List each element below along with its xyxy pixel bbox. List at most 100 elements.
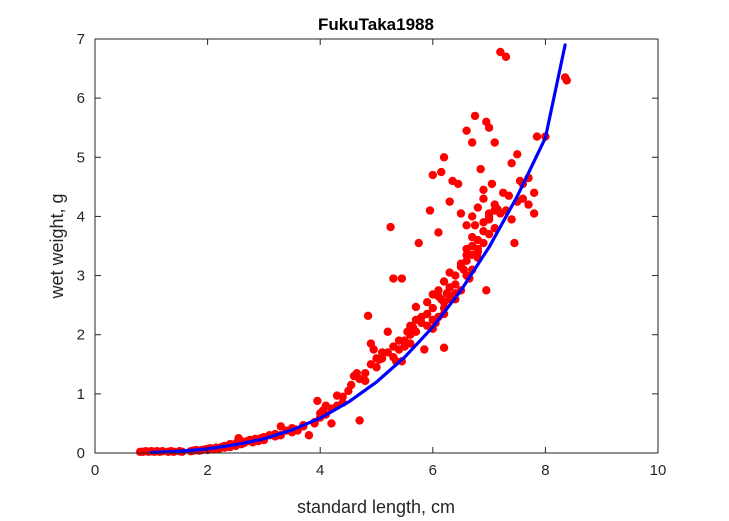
data-point: [425, 206, 435, 215]
data-point: [439, 153, 449, 162]
data-point: [445, 283, 454, 292]
y-tick-label: 6: [77, 90, 85, 107]
data-point: [468, 212, 477, 221]
data-point: [439, 343, 449, 352]
y-tick-label: 2: [77, 327, 85, 344]
data-point: [482, 286, 491, 295]
chart-title: FukuTaka1988: [318, 15, 434, 34]
data-point: [479, 194, 488, 203]
x-tick-label: 0: [91, 462, 99, 479]
data-point: [476, 164, 485, 174]
data-point: [394, 345, 404, 354]
y-tick-label: 0: [77, 445, 85, 462]
data-point: [479, 185, 488, 195]
y-tick-label: 5: [77, 149, 85, 166]
data-point: [422, 297, 432, 307]
data-point: [327, 419, 336, 428]
data-point: [377, 348, 387, 357]
data-point: [484, 123, 494, 132]
data-point: [504, 191, 514, 200]
y-tick-label: 7: [77, 31, 85, 48]
data-point: [490, 138, 499, 147]
data-point: [445, 268, 454, 277]
data-point: [487, 179, 497, 189]
data-point: [420, 345, 429, 354]
x-tick-label: 10: [650, 462, 667, 479]
data-point: [562, 76, 571, 85]
data-point: [386, 222, 395, 232]
data-point: [363, 311, 373, 320]
x-axis-label: standard length, cm: [297, 497, 455, 517]
data-point: [411, 327, 421, 336]
data-point: [445, 197, 454, 206]
data-point: [501, 52, 511, 61]
data-point: [366, 360, 376, 369]
data-point: [383, 327, 392, 336]
data-point: [513, 150, 522, 159]
data-point: [437, 167, 446, 177]
data-point: [369, 345, 378, 354]
data-point: [462, 256, 471, 265]
data-point: [417, 318, 426, 328]
data-point: [361, 368, 370, 378]
data-point: [397, 274, 407, 283]
data-point: [428, 303, 437, 313]
data-point: [529, 209, 539, 218]
data-marks: [135, 43, 571, 457]
data-point: [456, 209, 466, 218]
data-point: [411, 302, 421, 312]
y-tick-label: 1: [77, 386, 85, 403]
data-point: [470, 111, 480, 121]
data-point: [496, 47, 505, 57]
data-point: [304, 431, 314, 440]
data-point: [394, 336, 404, 345]
data-point: [422, 309, 432, 319]
data-point: [524, 200, 533, 209]
data-point: [462, 244, 471, 254]
data-point: [532, 132, 542, 141]
data-point: [414, 238, 423, 248]
data-point: [473, 203, 483, 212]
plot-box: [94, 38, 659, 454]
data-point: [529, 188, 539, 197]
data-point: [479, 238, 488, 248]
data-point: [468, 250, 477, 260]
data-point: [439, 277, 449, 286]
data-point: [462, 221, 471, 230]
x-tick-label: 2: [203, 462, 211, 479]
data-point: [470, 221, 480, 230]
y-tick-label: 4: [77, 208, 85, 225]
data-point: [462, 126, 471, 135]
data-point: [434, 228, 443, 237]
data-point: [484, 212, 494, 221]
data-point: [338, 392, 347, 402]
x-tick-label: 4: [316, 462, 324, 479]
y-axis-label: wet weight, g: [47, 193, 67, 299]
data-point: [389, 352, 398, 362]
data-point: [518, 194, 528, 203]
data-point: [484, 229, 494, 239]
data-point: [313, 396, 322, 406]
x-tick-label: 8: [541, 462, 549, 479]
plot-area: [95, 39, 658, 453]
data-point: [434, 286, 443, 295]
axes-frame: [94, 38, 659, 454]
data-point: [510, 238, 519, 248]
data-point: [355, 416, 364, 425]
data-point: [372, 354, 381, 363]
data-point: [453, 179, 463, 189]
data-point: [507, 215, 516, 224]
data-point: [406, 321, 415, 331]
data-point: [355, 374, 364, 384]
data-point: [389, 274, 398, 283]
data-point: [490, 200, 499, 209]
fit-curve: [149, 43, 567, 455]
x-tick-label: 6: [429, 462, 437, 479]
data-point: [507, 159, 516, 168]
axis-ticks: 0 2 4 6 8 10 0 1 2 3 4 5 6 7: [77, 31, 667, 479]
data-point: [428, 170, 437, 180]
data-point: [456, 262, 466, 271]
y-tick-label: 3: [77, 268, 85, 285]
data-point: [344, 386, 353, 396]
